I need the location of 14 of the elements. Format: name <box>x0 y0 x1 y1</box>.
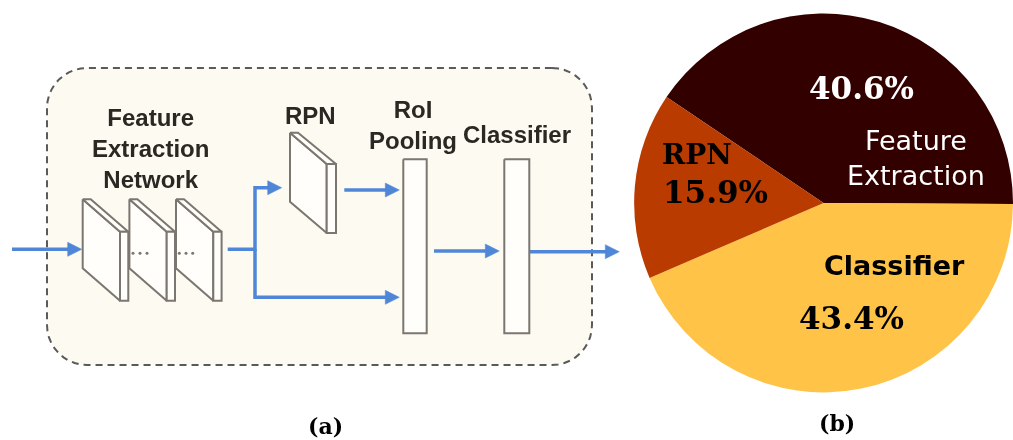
text: (a) <box>308 413 344 439</box>
slice-label: RPN <box>662 138 732 171</box>
text: (b) <box>819 410 856 436</box>
text: Feature Extraction Network <box>92 104 210 194</box>
data-label: 43.4% <box>799 300 904 336</box>
slice-label: Feature Extraction <box>847 125 985 192</box>
data-label: 15.9% <box>663 174 768 210</box>
slice-label: Classifier <box>824 250 966 281</box>
text: RoI Pooling <box>369 96 457 155</box>
text: RPN <box>285 102 336 129</box>
data-label: 40.6% <box>809 70 914 106</box>
text: Classifier <box>463 121 572 148</box>
pie-slice <box>634 97 824 278</box>
pie-slice <box>649 202 1013 393</box>
